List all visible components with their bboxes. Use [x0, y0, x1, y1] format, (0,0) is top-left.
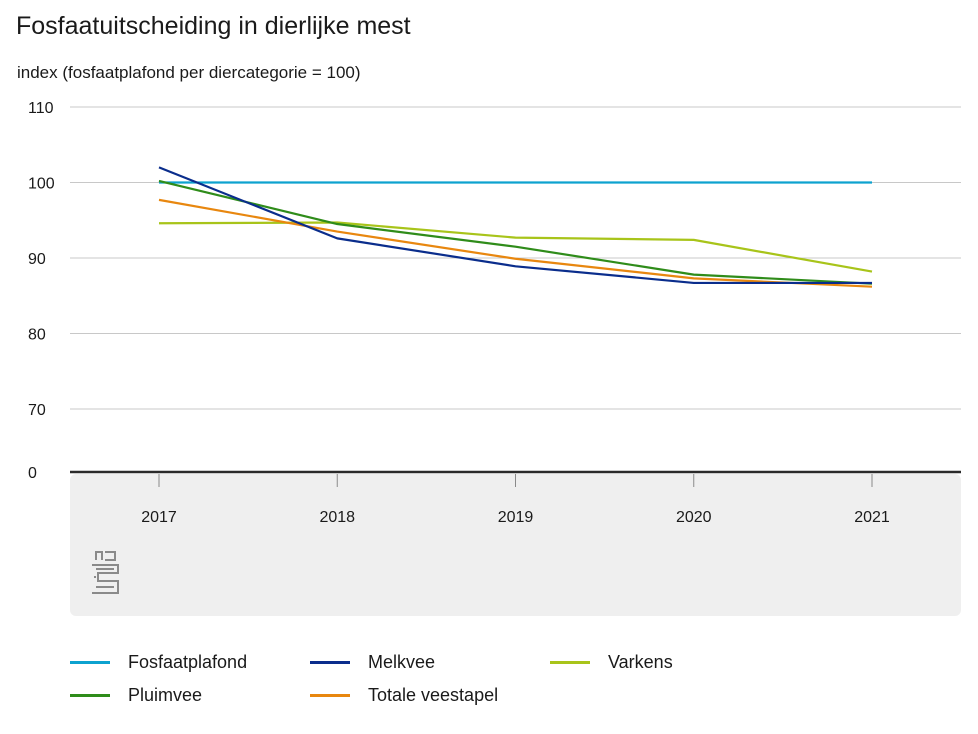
x-tick-label: 2017 — [141, 509, 177, 526]
y-tick-label: 80 — [28, 327, 46, 344]
x-axis-panel — [70, 474, 961, 616]
x-tick-label: 2018 — [319, 509, 355, 526]
legend-swatch — [70, 661, 110, 664]
legend-swatch — [550, 661, 590, 664]
cbs-logo — [92, 551, 119, 594]
legend-swatch — [310, 694, 350, 697]
series-line-melkvee — [158, 166, 872, 285]
x-tick-label: 2019 — [498, 509, 534, 526]
x-tick-label: 2020 — [676, 509, 712, 526]
chart-title: Fosfaatuitscheiding in dierlijke mest — [16, 12, 411, 40]
x-tick-label: 2021 — [854, 509, 890, 526]
series-line-varkens — [158, 221, 873, 273]
legend-swatch — [310, 661, 350, 664]
y-tick-label: 110 — [28, 100, 54, 117]
legend-label: Totale veestapel — [368, 685, 499, 705]
legend-item-melkvee: Melkvee — [310, 652, 435, 673]
legend-label: Varkens — [608, 652, 673, 672]
y-tick-label: 100 — [28, 176, 55, 193]
legend-item-pluimvee: Pluimvee — [70, 685, 202, 706]
series-line-totale-veestapel — [158, 198, 873, 288]
legend-label: Pluimvee — [128, 685, 203, 705]
legend-item-fosfaatplafond: Fosfaatplafond — [70, 652, 247, 673]
legend-label: Melkvee — [368, 652, 436, 672]
y-axis-ticks: 110 100 90 80 70 0 — [28, 100, 55, 482]
legend-swatch — [70, 694, 110, 697]
legend-label: Fosfaatplafond — [128, 652, 248, 672]
y-tick-label: 70 — [28, 402, 46, 419]
y-tick-label: 0 — [28, 465, 37, 482]
legend-item-varkens: Varkens — [550, 652, 673, 673]
series-lines — [158, 166, 873, 288]
series-line-pluimvee — [158, 179, 873, 285]
y-axis-label: index (fosfaatplafond per diercategorie … — [17, 63, 361, 82]
chart-area: 110 100 90 80 70 0 2017 2018 2019 2020 2021 — [28, 100, 961, 616]
x-axis-ticks: 2017 2018 2019 2020 2021 — [141, 474, 890, 526]
y-tick-label: 90 — [28, 251, 46, 268]
grid — [70, 106, 961, 474]
legend-item-totale-veestapel: Totale veestapel — [310, 685, 498, 706]
